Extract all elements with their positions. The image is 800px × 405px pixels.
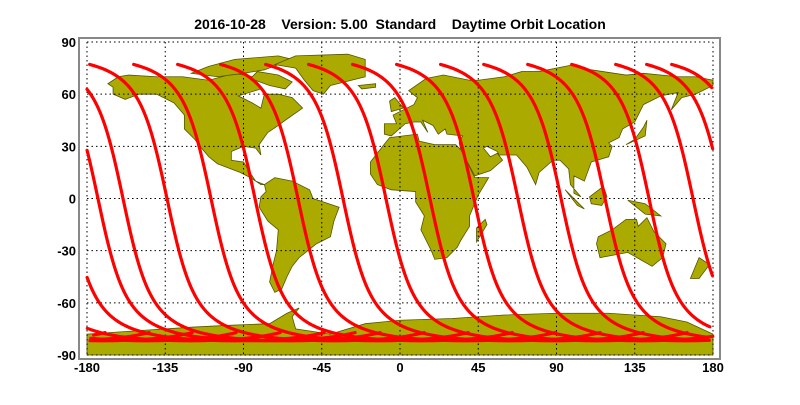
orbit-track	[645, 62, 715, 151]
x-tick-label: -180	[74, 360, 100, 375]
land-new-zealand	[689, 257, 711, 279]
orbit-track	[482, 62, 706, 342]
land-new-guinea	[627, 199, 663, 217]
x-tick-label: 180	[702, 360, 724, 375]
y-tick-label: -60	[57, 296, 76, 311]
orbit-track	[350, 62, 689, 343]
y-axis-ticks: 90 60 30 0 -30 -60 -90	[57, 35, 76, 363]
orbit-tracks	[85, 62, 715, 343]
orbit-track	[219, 62, 557, 343]
y-tick-label: 60	[62, 87, 76, 102]
x-tick-label: -45	[312, 360, 331, 375]
y-tick-label: -30	[57, 244, 76, 259]
orbit-track	[438, 62, 711, 343]
y-tick-label: 90	[62, 35, 76, 50]
orbit-track	[132, 62, 470, 343]
orbit-track	[85, 275, 326, 343]
orbit-track	[85, 148, 357, 343]
orbit-track	[176, 62, 514, 343]
land-uk	[389, 97, 405, 113]
land-australia	[596, 216, 667, 267]
map-title: 2016-10-28 Version: 5.00 Standard Daytim…	[194, 16, 606, 32]
land-greenland	[273, 53, 366, 95]
x-tick-label: 0	[396, 360, 403, 375]
orbit-track	[88, 62, 426, 343]
x-tick-label: -90	[234, 360, 253, 375]
orbit-track	[614, 62, 715, 278]
x-tick-label: -135	[152, 360, 178, 375]
orbit-track	[85, 326, 282, 343]
land-antarctica	[86, 307, 714, 356]
grid-lines	[86, 41, 714, 356]
orbit-track	[570, 62, 712, 329]
orbit-track	[670, 62, 714, 90]
land-south-america	[258, 177, 340, 293]
y-tick-label: 0	[69, 192, 76, 207]
map-frame	[78, 37, 721, 360]
orbit-track	[526, 62, 710, 339]
land-masses	[86, 53, 714, 356]
x-tick-label: 135	[624, 360, 646, 375]
x-axis-ticks: -180 -135 -90 -45 0 45 90 135 180	[74, 360, 724, 375]
y-tick-label: -90	[57, 348, 76, 363]
orbit-track	[85, 87, 382, 343]
orbit-track	[394, 62, 715, 343]
x-tick-label: 90	[549, 360, 563, 375]
x-tick-label: 45	[471, 360, 485, 375]
orbit-track	[307, 62, 645, 343]
land-iceland	[357, 83, 377, 90]
orbit-track	[264, 62, 602, 343]
y-tick-label: 30	[62, 139, 76, 154]
land-sumatra	[564, 189, 585, 210]
